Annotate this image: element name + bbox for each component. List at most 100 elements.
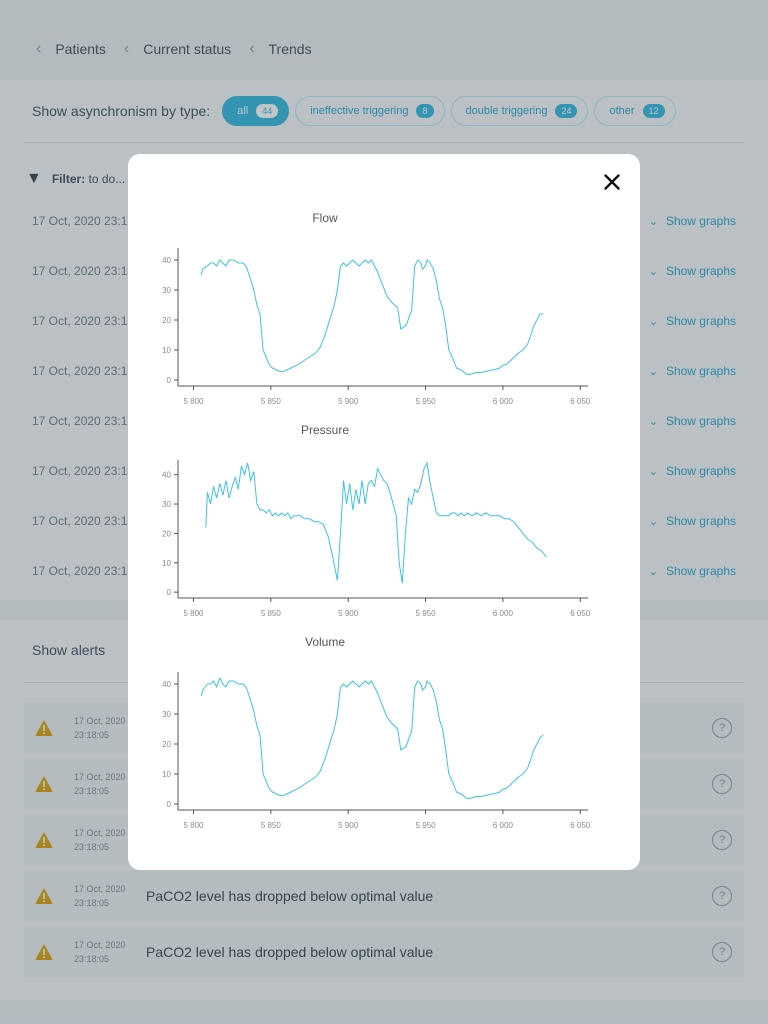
- alert-timestamp: 17 Oct, 2020 23:18:05: [74, 940, 126, 964]
- asynchronism-filter-row: Show asynchronism by type: all 44 ineffec…: [32, 96, 682, 126]
- alert-item[interactable]: 17 Oct, 2020 23:18:05 PaCO2 level has dro…: [24, 870, 744, 922]
- help-icon[interactable]: ?: [712, 830, 732, 850]
- y-tick-label: 40: [162, 256, 171, 265]
- x-tick-label: 5 800: [183, 397, 204, 406]
- show-graphs-link[interactable]: ⌄ Show graphs: [648, 464, 736, 478]
- chip-count: 44: [256, 104, 279, 118]
- asynchronism-row: 17 Oct, 2020 23:1 ⌄ Show graphs: [32, 364, 736, 378]
- breadcrumb-patients[interactable]: ‹ Patients: [36, 40, 106, 57]
- x-tick-label: 5 950: [416, 609, 437, 618]
- x-tick-label: 5 900: [338, 821, 359, 830]
- x-tick-label: 6 000: [493, 397, 514, 406]
- chevron-down-icon: ⌄: [648, 215, 658, 228]
- chart-title-flow: Flow: [312, 211, 338, 225]
- x-tick-label: 6 050: [570, 821, 591, 830]
- pressure-chart: 0 10 20 30 40 5 800 5 850 5 900 5 950 6 000 6 050: [162, 460, 591, 618]
- asynchronism-row: 17 Oct, 2020 23:1 ⌄ Show graphs: [32, 464, 736, 478]
- y-tick-label: 20: [162, 316, 171, 325]
- chip-count: 12: [642, 104, 665, 118]
- y-tick-label: 10: [162, 559, 171, 568]
- y-tick-label: 20: [162, 529, 171, 538]
- warning-icon: [34, 887, 54, 905]
- x-tick-label: 5 900: [338, 397, 359, 406]
- divider: [24, 142, 744, 143]
- show-graphs-link[interactable]: ⌄ Show graphs: [648, 564, 736, 578]
- x-tick-label: 5 900: [338, 609, 359, 618]
- flow-chart: 0 10 20 30 40 5 800 5 850 5 900 5 950 6 000 6 050: [162, 248, 591, 406]
- show-graphs-link[interactable]: ⌄ Show graphs: [648, 264, 736, 278]
- y-tick-label: 40: [162, 471, 171, 480]
- close-icon: [604, 174, 620, 190]
- alert-timestamp: 17 Oct, 2020 23:18:05: [74, 828, 126, 852]
- y-tick-label: 0: [167, 800, 172, 809]
- y-tick-label: 0: [167, 588, 172, 597]
- show-graphs-link[interactable]: ⌄ Show graphs: [648, 314, 736, 328]
- asynchronism-list: 17 Oct, 2020 23:1 ⌄ Show graphs 17 Oct, 20…: [32, 196, 736, 596]
- series-line: [200, 259, 544, 376]
- breadcrumb-trends[interactable]: ‹ Trends: [249, 40, 312, 57]
- asynchronism-row: 17 Oct, 2020 23:1 ⌄ Show graphs: [32, 414, 736, 428]
- warning-icon: [34, 831, 54, 849]
- show-graphs-link[interactable]: ⌄ Show graphs: [648, 414, 736, 428]
- chevron-down-icon: ⌄: [648, 365, 658, 378]
- series-line: [200, 676, 544, 800]
- chevron-down-icon: ⌄: [648, 265, 658, 278]
- show-graphs-link[interactable]: ⌄ Show graphs: [648, 364, 736, 378]
- chip-other[interactable]: other 12: [594, 96, 676, 126]
- alert-item[interactable]: 17 Oct, 2020 23:18:05 PaCO2 level has dro…: [24, 926, 744, 978]
- alert-text: PaCO2 level has dropped below optimal va…: [146, 888, 434, 904]
- help-icon[interactable]: ?: [712, 718, 732, 738]
- alert-text: PaCO2 level has dropped below optimal va…: [146, 944, 434, 960]
- asynchronism-row: 17 Oct, 2020 23:1 ⌄ Show graphs: [32, 514, 736, 528]
- y-tick-label: 10: [162, 346, 171, 355]
- x-tick-label: 5 850: [261, 397, 282, 406]
- x-tick-label: 6 050: [570, 609, 591, 618]
- show-graphs-link[interactable]: ⌄ Show graphs: [648, 514, 736, 528]
- y-tick-label: 30: [162, 286, 171, 295]
- chart-title-volume: Volume: [304, 635, 346, 649]
- asynchronism-row: 17 Oct, 2020 23:1 ⌄ Show graphs: [32, 314, 736, 328]
- help-icon[interactable]: ?: [712, 886, 732, 906]
- x-tick-label: 5 850: [261, 609, 282, 618]
- warning-icon: [34, 943, 54, 961]
- volume-chart: 0 10 20 30 40 5 800 5 850 5 900 5 950 6 000 6 050: [162, 672, 591, 830]
- breadcrumb-current-status[interactable]: ‹ Current status: [123, 40, 232, 57]
- close-button[interactable]: [600, 170, 624, 194]
- x-tick-label: 5 800: [183, 821, 204, 830]
- chevron-down-icon: ⌄: [648, 415, 658, 428]
- asynchronism-label: Show asynchronism by type:: [32, 103, 211, 119]
- chevron-left-icon: ‹: [36, 40, 42, 57]
- series-line: [205, 461, 547, 584]
- alert-timestamp: 17 Oct, 2020 23:18:05: [74, 716, 126, 740]
- x-tick-label: 6 050: [570, 397, 591, 406]
- chevron-down-icon: ⌄: [648, 565, 658, 578]
- x-tick-label: 5 950: [416, 397, 437, 406]
- x-tick-label: 5 850: [261, 821, 282, 830]
- x-tick-label: 6 000: [493, 609, 514, 618]
- chart-title-pressure: Pressure: [300, 423, 350, 437]
- asynchronism-row: 17 Oct, 2020 23:1 ⌄ Show graphs: [32, 214, 736, 228]
- breadcrumb: ‹ Patients ‹ Current status ‹ Trends: [36, 40, 330, 58]
- y-tick-label: 40: [162, 680, 171, 689]
- chevron-left-icon: ‹: [123, 40, 130, 57]
- help-icon[interactable]: ?: [712, 774, 732, 794]
- alert-timestamp: 17 Oct, 2020 23:18:05: [74, 772, 126, 796]
- warning-icon: [34, 775, 54, 793]
- chevron-down-icon: ⌄: [648, 515, 658, 528]
- chip-double-triggering[interactable]: double triggering 24: [450, 96, 589, 126]
- chip-count: 8: [416, 104, 434, 118]
- chip-ineffective-triggering[interactable]: ineffective triggering 8: [295, 96, 445, 126]
- asynchronism-row: 17 Oct, 2020 23:1 ⌄ Show graphs: [32, 264, 736, 278]
- filter[interactable]: ▼ Filter: to do...: [26, 170, 126, 187]
- help-icon[interactable]: ?: [712, 942, 732, 962]
- chevron-left-icon: ‹: [249, 40, 255, 57]
- chevron-down-icon: ⌄: [648, 315, 658, 328]
- show-graphs-link[interactable]: ⌄ Show graphs: [648, 214, 736, 228]
- chevron-down-icon: ⌄: [648, 465, 658, 478]
- y-tick-label: 30: [162, 500, 171, 509]
- x-tick-label: 5 800: [183, 609, 204, 618]
- y-tick-label: 30: [162, 710, 171, 719]
- chip-all[interactable]: all 44: [222, 96, 290, 126]
- asynchronism-row: 17 Oct, 2020 23:1 ⌄ Show graphs: [32, 564, 736, 578]
- y-tick-label: 0: [167, 376, 172, 385]
